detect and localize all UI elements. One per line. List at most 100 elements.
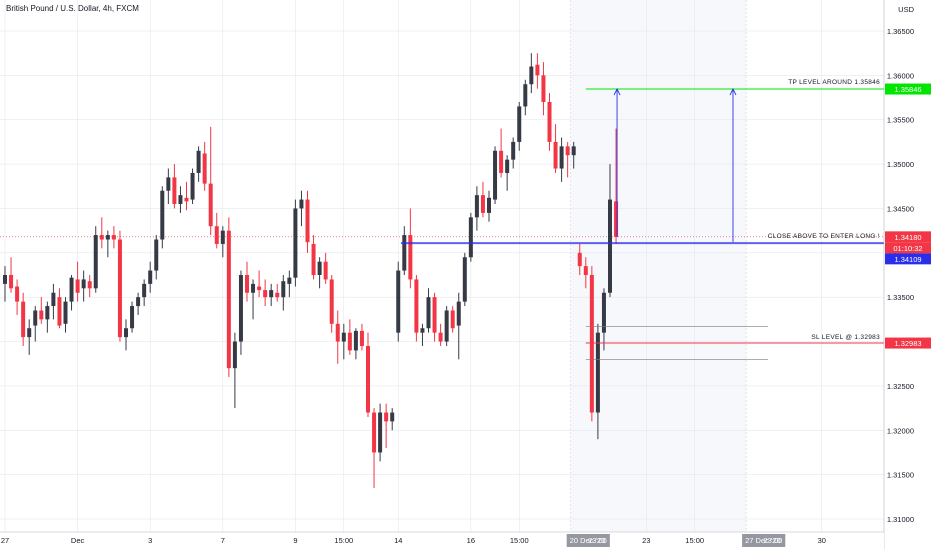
candle-body bbox=[535, 64, 540, 76]
candle-body bbox=[184, 197, 189, 202]
candle bbox=[571, 141, 576, 169]
candle bbox=[160, 186, 165, 249]
time-highlight-time: 23:00 bbox=[764, 536, 783, 545]
price-tick-label: 1.33500 bbox=[887, 293, 914, 302]
candle-body bbox=[420, 328, 425, 333]
candle bbox=[148, 261, 153, 293]
candle-body bbox=[69, 277, 74, 302]
candle bbox=[9, 257, 14, 293]
candle-body bbox=[57, 297, 62, 326]
candle-body bbox=[559, 146, 564, 169]
candle bbox=[21, 292, 26, 346]
candle-body bbox=[329, 279, 334, 324]
chart-title: British Pound / U.S. Dollar, 4h, FXCM bbox=[6, 4, 139, 13]
candle-body bbox=[15, 286, 20, 302]
candle bbox=[462, 252, 467, 307]
candle bbox=[27, 319, 32, 355]
candle bbox=[81, 270, 86, 302]
candle bbox=[202, 141, 207, 191]
candle-body bbox=[432, 297, 437, 333]
candle-body bbox=[335, 323, 340, 342]
candle bbox=[69, 275, 74, 311]
candle bbox=[178, 186, 183, 213]
candle-body bbox=[21, 301, 26, 338]
candle bbox=[87, 275, 92, 298]
entry-price-tag-bg bbox=[885, 253, 931, 265]
candle bbox=[384, 403, 389, 449]
candle-body bbox=[33, 310, 38, 326]
candle bbox=[311, 235, 316, 280]
candle-body bbox=[529, 66, 534, 85]
candle bbox=[359, 323, 364, 351]
candle bbox=[547, 93, 552, 151]
candle bbox=[456, 292, 461, 360]
candle bbox=[529, 53, 534, 94]
candle bbox=[341, 323, 346, 360]
candle-body bbox=[257, 286, 262, 291]
candle bbox=[608, 164, 612, 298]
candle bbox=[184, 181, 189, 211]
candle-body bbox=[426, 297, 431, 329]
candle bbox=[420, 323, 425, 346]
candle-body bbox=[226, 230, 231, 369]
candle-body bbox=[396, 270, 401, 333]
tp-price-tag: 1.35846 bbox=[894, 85, 921, 94]
candle bbox=[402, 226, 407, 275]
candle-body bbox=[190, 172, 195, 200]
candle-body bbox=[160, 190, 165, 240]
candle bbox=[117, 230, 122, 342]
candle bbox=[299, 190, 304, 227]
price-axis-bg bbox=[884, 0, 932, 550]
time-tick-label: 3 bbox=[148, 536, 152, 545]
candle bbox=[305, 190, 310, 253]
candle-body bbox=[583, 266, 588, 275]
candle-body bbox=[414, 279, 419, 333]
highlight-layer bbox=[570, 0, 747, 532]
time-highlight-time: 23:00 bbox=[588, 536, 607, 545]
candle-body bbox=[287, 277, 292, 284]
candle bbox=[99, 217, 104, 249]
candle bbox=[535, 53, 540, 89]
price-tick-label: 1.35000 bbox=[887, 160, 914, 169]
candle-body bbox=[148, 270, 153, 284]
candle-body bbox=[232, 341, 237, 369]
candle-body bbox=[517, 106, 522, 142]
candle bbox=[396, 261, 401, 342]
candle bbox=[390, 408, 395, 431]
time-highlight-date: 27 Dec '20 bbox=[745, 536, 781, 545]
candle-body bbox=[27, 328, 32, 338]
candle bbox=[317, 257, 322, 289]
candle bbox=[269, 283, 274, 307]
candle bbox=[105, 230, 110, 258]
candle bbox=[432, 292, 437, 342]
countdown-tag: 01:10:32 bbox=[893, 244, 922, 253]
candle-body bbox=[45, 306, 50, 320]
time-tick-label: 27 bbox=[1, 536, 9, 545]
time-tick-label: 7 bbox=[221, 536, 225, 545]
candle-body bbox=[136, 297, 141, 307]
candle-body bbox=[511, 141, 516, 160]
candle bbox=[45, 301, 50, 333]
candle-body bbox=[117, 239, 122, 338]
candle-body bbox=[571, 146, 576, 156]
tp-price-tag-bg bbox=[885, 83, 931, 95]
candle-body bbox=[275, 292, 280, 298]
candle-body bbox=[172, 177, 177, 205]
candle bbox=[366, 332, 370, 417]
time-tick-label: 9 bbox=[293, 536, 297, 545]
candle-body bbox=[263, 290, 268, 298]
price-tick-label: 1.36000 bbox=[887, 71, 914, 80]
sl-price-tag-bg bbox=[885, 337, 931, 349]
candle bbox=[601, 288, 606, 351]
candle-body bbox=[305, 199, 310, 243]
grid-layer bbox=[0, 0, 884, 532]
candle bbox=[238, 270, 243, 355]
candle bbox=[450, 306, 455, 333]
time-tick-label: 23 bbox=[642, 536, 650, 545]
candle-body bbox=[462, 257, 467, 302]
candle bbox=[142, 279, 147, 307]
candle-body bbox=[154, 239, 159, 271]
candle bbox=[499, 128, 504, 178]
time-tick-label: Dec bbox=[71, 536, 85, 545]
